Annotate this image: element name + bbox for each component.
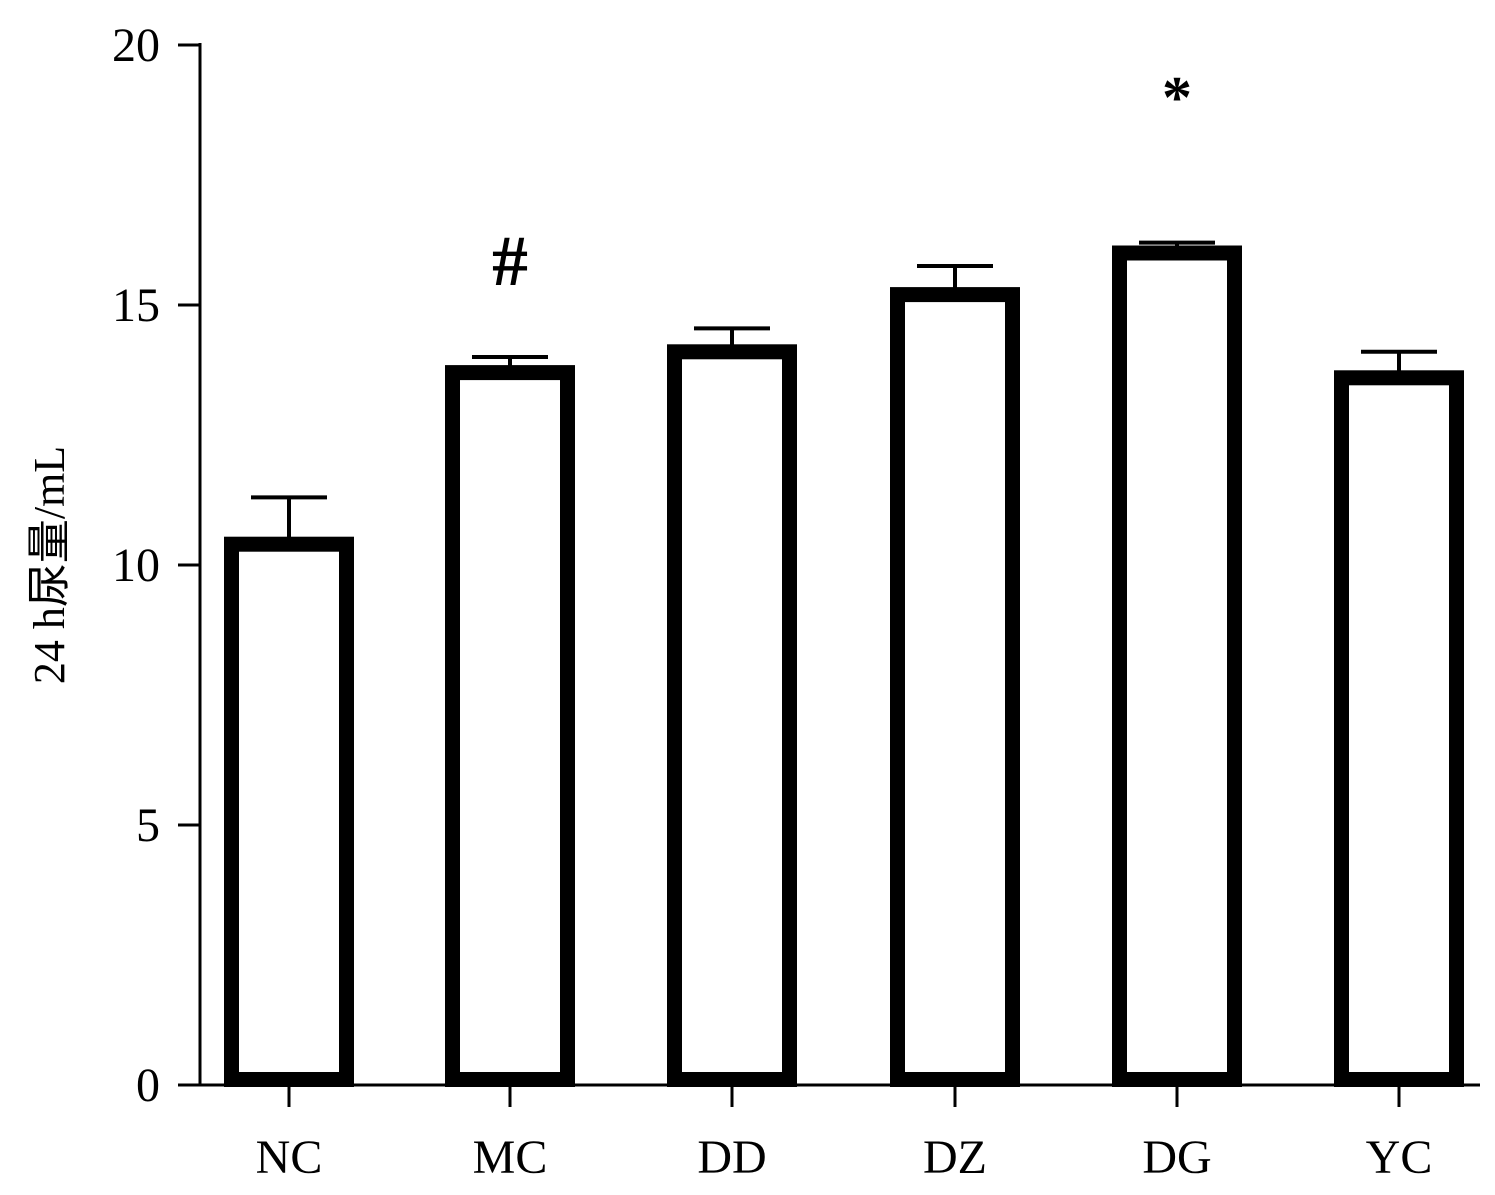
y-axis-label: 24 h尿量/mL [25, 446, 74, 684]
y-tick-label-0: 0 [136, 1059, 160, 1112]
x-tick-label-mc: MC [473, 1131, 548, 1184]
significance-marker-dg: * [1162, 65, 1192, 131]
x-tick-label-dg: DG [1142, 1131, 1211, 1184]
bar-dd [667, 344, 797, 1087]
bar-mc [445, 365, 575, 1088]
bar-dz [890, 287, 1020, 1088]
significance-marker-mc: # [492, 221, 528, 301]
x-tick-label-dz: DZ [923, 1131, 987, 1184]
y-tick-label-10: 10 [112, 539, 160, 592]
x-tick-label-dd: DD [697, 1131, 766, 1184]
x-tick-label-yc: YC [1366, 1131, 1433, 1184]
bar-nc [224, 536, 354, 1087]
y-tick-label-5: 5 [136, 799, 160, 852]
bar-yc [1334, 370, 1464, 1087]
y-tick-label-15: 15 [112, 279, 160, 332]
x-tick-label-nc: NC [256, 1131, 323, 1184]
bar-dg [1112, 245, 1242, 1087]
y-tick-label-20: 20 [112, 19, 160, 72]
